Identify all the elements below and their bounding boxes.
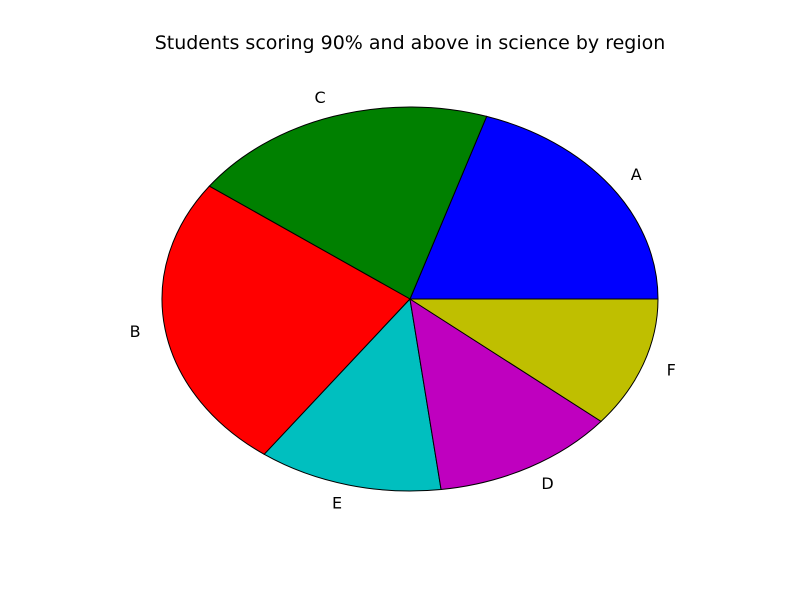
pie-slice-b <box>161 185 411 455</box>
pie-labels: A C B E D F <box>130 88 676 512</box>
pie-slice-e <box>263 297 442 492</box>
pie-label-b: B <box>130 322 141 341</box>
pie-slice-f <box>408 298 659 423</box>
pie-slice-d <box>409 297 602 491</box>
pie-label-f: F <box>667 361 676 380</box>
pie-label-a: A <box>631 165 642 184</box>
pie-label-c: C <box>315 88 326 107</box>
pie-slice-c <box>208 106 488 300</box>
pie-label-e: E <box>332 494 342 513</box>
chart-title: Students scoring 90% and above in scienc… <box>155 32 666 54</box>
pie-slices <box>161 106 659 492</box>
pie-slice-a <box>409 115 659 300</box>
pie-label-d: D <box>541 474 553 493</box>
